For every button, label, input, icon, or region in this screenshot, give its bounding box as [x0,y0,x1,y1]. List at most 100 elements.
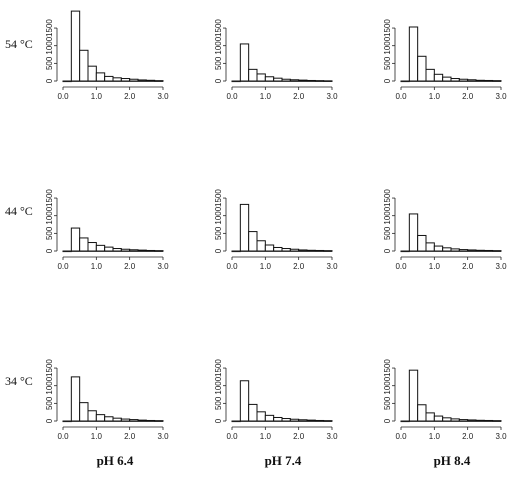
bar-r3c2-2 [248,403,258,422]
row-label-54: 54 °C [5,37,33,51]
x-tick-label-r3c1-2: 2.0 [124,432,136,441]
bar-r2c3-10 [483,249,494,252]
y-tick-label-r3c3-0: 0 [383,418,392,423]
bar-r3c3-1 [408,369,419,422]
bar-r2c3-4 [433,245,444,252]
x-tick-label-r3c1-0: 0.0 [57,432,69,441]
y-tick-label-r3c2-2: 1000 [214,376,223,394]
bar-r3c2-6 [281,418,291,422]
x-tick-label-r3c1-3: 3.0 [157,432,169,441]
x-tick-label-r3c1-1: 1.0 [91,432,103,441]
x-tick-label-r1c1-0: 0.0 [57,92,69,101]
x-tick-label-r2c3-3: 3.0 [495,262,507,271]
bar-r3c2-9 [306,419,316,422]
bar-r1c3-5 [442,76,452,82]
y-tick-label-r2c3-1: 500 [383,226,392,240]
x-tick-label-r3c3-1: 1.0 [429,432,441,441]
bar-r3c1-7 [120,418,131,422]
x-tick-label-r3c2-0: 0.0 [226,432,238,441]
x-tick-label-r3c3-3: 3.0 [495,432,507,441]
y-tick-label-r1c2-2: 1000 [214,36,223,54]
bar-r1c1-2 [79,49,89,82]
bar-r1c3-3 [425,68,435,82]
x-tick-label-r3c3-0: 0.0 [395,432,407,441]
bar-r2c3-6 [450,248,460,252]
x-tick-label-r1c3-2: 2.0 [462,92,474,101]
x-tick-label-r3c2-1: 1.0 [260,432,272,441]
bar-r2c1-10 [145,249,156,252]
bar-r1c1-3 [87,65,97,82]
bar-r2c2-7 [289,248,300,252]
y-tick-label-r1c3-0: 0 [383,78,392,83]
y-tick-label-r2c3-3: 1500 [383,189,392,207]
bar-r3c1-8 [129,419,139,422]
x-tick-label-r2c1-1: 1.0 [91,262,103,271]
y-tick-label-r1c2-3: 1500 [214,19,223,37]
y-tick-label-r2c3-0: 0 [383,248,392,253]
y-tick-label-r1c1-2: 1000 [45,36,54,54]
y-tick-label-r1c3-2: 1000 [383,36,392,54]
bar-r2c3-8 [467,249,477,252]
bar-r1c2-7 [289,79,300,82]
bar-r3c3-6 [450,418,460,422]
bar-r2c3-1 [408,213,419,252]
bar-r3c2-1 [239,380,250,422]
bar-r2c3-7 [458,249,469,252]
bar-r3c3-2 [417,404,427,422]
y-tick-label-r1c1-0: 0 [45,78,54,83]
y-tick-label-r2c2-2: 1000 [214,206,223,224]
y-tick-label-r1c1-1: 500 [45,56,54,70]
x-tick-label-r1c2-2: 2.0 [293,92,305,101]
bar-r1c2-6 [281,78,291,82]
bar-r2c2-5 [273,246,283,252]
bar-r2c2-1 [239,203,250,252]
bar-r1c1-1 [70,10,81,82]
x-tick-label-r2c1-3: 3.0 [157,262,169,271]
x-tick-label-r2c3-2: 2.0 [462,262,474,271]
bar-r2c1-4 [95,244,106,252]
x-tick-label-r1c2-0: 0.0 [226,92,238,101]
bar-r2c1-1 [70,227,81,252]
bar-r3c1-6 [112,417,122,422]
bar-r2c2-3 [256,240,266,252]
bar-r2c2-6 [281,248,291,252]
bar-r1c3-9 [475,79,485,82]
bar-r3c3-4 [433,415,444,422]
row-label-34: 34 °C [5,374,33,388]
y-tick-label-r2c1-1: 500 [45,226,54,240]
bar-r1c3-7 [458,78,469,82]
bar-r3c3-7 [458,419,469,422]
x-tick-label-r3c3-2: 2.0 [462,432,474,441]
bar-r1c3-4 [433,73,444,82]
bar-r3c3-9 [475,419,485,422]
y-tick-label-r3c3-3: 1500 [383,359,392,377]
bar-r3c2-8 [298,419,308,422]
bar-r2c2-4 [264,244,275,252]
y-tick-label-r2c3-2: 1000 [383,206,392,224]
x-tick-label-r3c2-2: 2.0 [293,432,305,441]
bar-r2c2-8 [298,249,308,252]
x-tick-label-r2c1-2: 2.0 [124,262,136,271]
x-tick-label-r1c3-0: 0.0 [395,92,407,101]
bar-r1c1-4 [95,72,106,82]
y-tick-label-r2c2-0: 0 [214,248,223,253]
x-tick-label-r2c2-3: 3.0 [326,262,338,271]
y-tick-label-r1c3-1: 500 [383,56,392,70]
bar-r1c2-4 [264,76,275,82]
x-tick-label-r2c2-1: 1.0 [260,262,272,271]
y-tick-label-r2c1-2: 1000 [45,206,54,224]
bar-r2c1-9 [137,249,147,252]
bar-r1c2-3 [256,73,266,82]
bar-r2c1-2 [79,237,89,252]
bar-r3c2-5 [273,416,283,422]
x-tick-label-r1c2-1: 1.0 [260,92,272,101]
y-tick-label-r2c2-3: 1500 [214,189,223,207]
bar-r2c1-5 [104,246,114,252]
bar-r2c3-9 [475,249,485,252]
